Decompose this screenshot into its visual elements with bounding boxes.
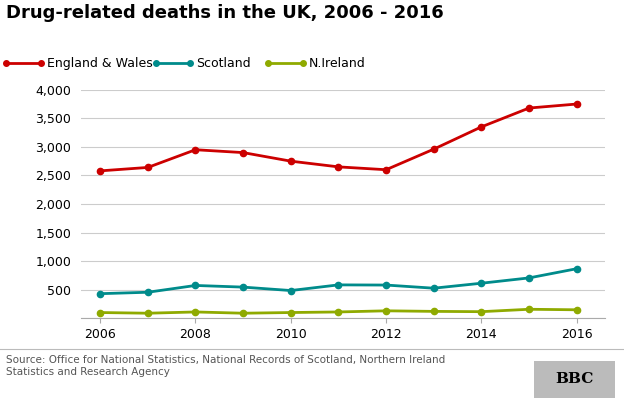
Text: N.Ireland: N.Ireland bbox=[309, 57, 366, 70]
Text: England & Wales: England & Wales bbox=[47, 57, 152, 70]
Text: Source: Office for National Statistics, National Records of Scotland, Northern I: Source: Office for National Statistics, … bbox=[6, 355, 446, 377]
Text: Drug-related deaths in the UK, 2006 - 2016: Drug-related deaths in the UK, 2006 - 20… bbox=[6, 4, 444, 22]
Text: Scotland: Scotland bbox=[197, 57, 251, 70]
Text: BBC: BBC bbox=[555, 373, 593, 386]
